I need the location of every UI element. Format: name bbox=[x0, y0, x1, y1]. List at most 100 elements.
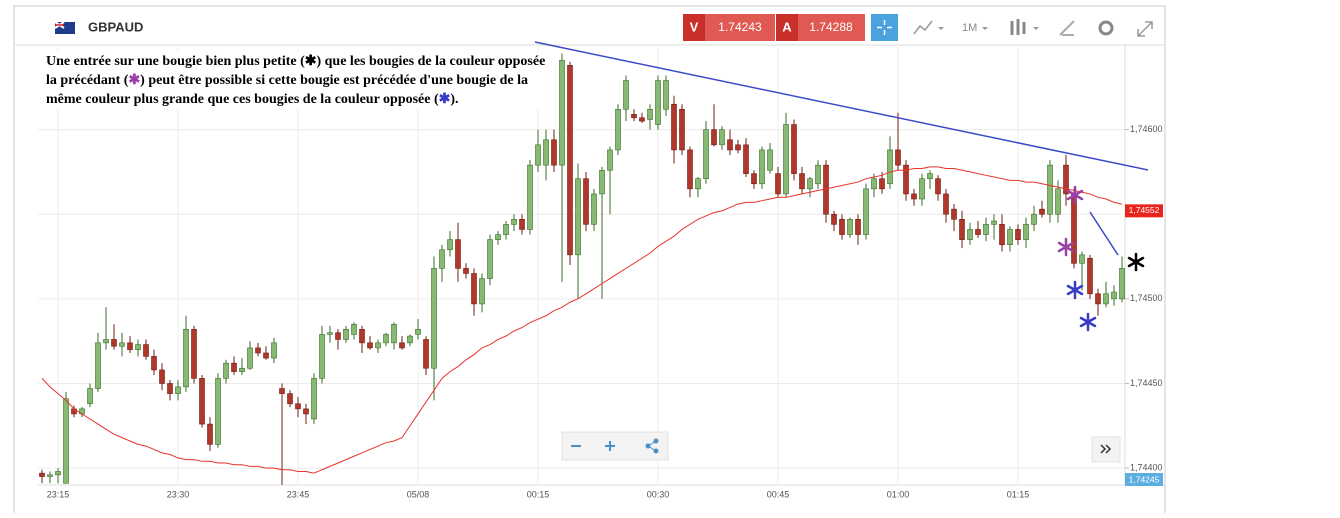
candle-body bbox=[255, 347, 261, 354]
share[interactable] bbox=[645, 438, 659, 454]
candle-body bbox=[591, 193, 597, 225]
draw-icon[interactable] bbox=[1059, 20, 1075, 36]
x-tick-label: 23:45 bbox=[287, 489, 310, 499]
sell-button[interactable] bbox=[683, 14, 705, 41]
candle-body bbox=[975, 229, 981, 235]
candle-body bbox=[695, 178, 701, 190]
candle-body bbox=[439, 249, 445, 269]
candle-body bbox=[863, 188, 869, 235]
settings-icon[interactable] bbox=[1098, 20, 1114, 36]
x-tick-label: 01:00 bbox=[887, 489, 910, 499]
candle-body bbox=[1087, 257, 1093, 295]
zoom-in[interactable] bbox=[605, 441, 615, 451]
candle-body bbox=[247, 347, 253, 369]
candle-body bbox=[175, 386, 181, 394]
candle-body bbox=[871, 178, 877, 190]
candle-body bbox=[87, 388, 93, 405]
candle-body bbox=[375, 342, 381, 349]
candle-body bbox=[471, 273, 477, 305]
candle-body bbox=[751, 173, 757, 185]
candle-body bbox=[575, 178, 581, 256]
candle-body bbox=[383, 334, 389, 344]
candle-body bbox=[831, 213, 837, 225]
candle-body bbox=[991, 220, 997, 225]
candle-body bbox=[407, 335, 413, 344]
candle-body bbox=[719, 129, 725, 146]
candle-body bbox=[615, 109, 621, 151]
candle-body bbox=[287, 393, 293, 405]
annotation-part: ) que les bougies de la couleur opposée … bbox=[46, 54, 546, 88]
candle-body bbox=[919, 178, 925, 200]
crosshair-button[interactable] bbox=[871, 14, 898, 41]
candle-body bbox=[279, 388, 285, 394]
candle-body bbox=[1031, 213, 1037, 225]
crosshair-icon bbox=[877, 20, 892, 35]
candle-body bbox=[687, 149, 693, 190]
candle-body bbox=[711, 129, 717, 146]
candle-body bbox=[359, 329, 365, 344]
candle-body bbox=[783, 124, 789, 195]
candle-body bbox=[423, 339, 429, 369]
candle-body bbox=[119, 342, 125, 347]
x-tick-label: 05/08 bbox=[407, 489, 430, 499]
candle-body bbox=[535, 144, 541, 166]
scroll-end[interactable] bbox=[1091, 436, 1121, 463]
timeframe[interactable]: 1M bbox=[962, 22, 977, 34]
candle-body bbox=[367, 342, 373, 349]
candle-body bbox=[967, 229, 973, 240]
bid-label-box bbox=[1125, 473, 1163, 486]
candle-body bbox=[343, 329, 349, 340]
sell-label: V bbox=[690, 19, 699, 34]
candle-body bbox=[1095, 293, 1101, 305]
trend-line bbox=[1089, 211, 1119, 256]
y-tick-label: 1,74400 bbox=[1130, 462, 1163, 472]
candle-body bbox=[527, 164, 533, 230]
candle-body bbox=[223, 362, 229, 379]
candle-body bbox=[39, 472, 45, 477]
indicator-icon[interactable] bbox=[913, 20, 933, 35]
sell-price: 1.74243 bbox=[718, 20, 762, 34]
annotation-part: ✱ bbox=[128, 73, 141, 88]
candle-body bbox=[1079, 254, 1085, 264]
candle-body bbox=[959, 219, 965, 240]
candle-body bbox=[1071, 193, 1077, 264]
candle-body bbox=[207, 423, 213, 445]
candle-body bbox=[639, 117, 645, 122]
candle-body bbox=[191, 329, 197, 379]
candle-body bbox=[231, 362, 237, 372]
candle-body bbox=[127, 342, 133, 350]
candle-body bbox=[271, 342, 277, 359]
candle-body bbox=[103, 339, 109, 344]
current-price-label: 1,74552 bbox=[1129, 205, 1160, 215]
candle-body bbox=[679, 109, 685, 151]
annotation: Une entrée sur une bougie bien plus peti… bbox=[46, 52, 546, 109]
sell-price-box[interactable] bbox=[705, 14, 775, 41]
candle-body bbox=[487, 239, 493, 279]
candle-body bbox=[807, 178, 813, 190]
buy-button[interactable] bbox=[776, 14, 798, 41]
candle-body bbox=[775, 173, 781, 195]
candle-type-icon[interactable] bbox=[1010, 19, 1026, 35]
candle-body bbox=[847, 219, 853, 235]
candle-body bbox=[999, 224, 1005, 245]
buy-price-box[interactable] bbox=[798, 14, 865, 41]
annotation-part: ) peut être possible si cette bougie est… bbox=[46, 73, 528, 107]
y-tick-label: 1,74600 bbox=[1130, 124, 1163, 134]
candle-body bbox=[495, 234, 501, 240]
candle-body bbox=[215, 378, 221, 445]
fullscreen-icon[interactable] bbox=[1137, 21, 1153, 37]
candle-body bbox=[911, 193, 917, 200]
candle-body bbox=[767, 149, 773, 171]
candle-body bbox=[895, 149, 901, 166]
candle-body bbox=[927, 173, 933, 179]
candle-body bbox=[735, 144, 741, 151]
annotation-part: ✱ bbox=[304, 54, 317, 69]
candle-body bbox=[399, 342, 405, 349]
candle-body bbox=[167, 383, 173, 394]
candle-body bbox=[519, 219, 525, 230]
current-price-box bbox=[1125, 204, 1163, 218]
candle-body bbox=[55, 471, 61, 476]
flag bbox=[54, 21, 75, 34]
candle-body bbox=[935, 178, 941, 195]
